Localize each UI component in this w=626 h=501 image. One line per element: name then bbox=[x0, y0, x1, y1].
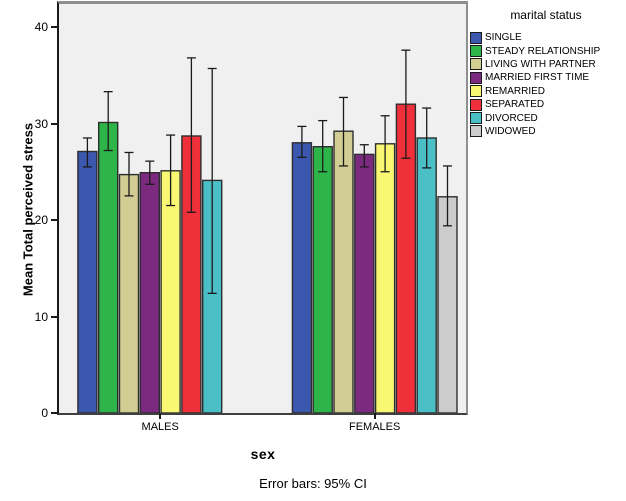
legend-swatch-widowed bbox=[470, 125, 482, 138]
error-bar-caption: Error bars: 95% CI bbox=[259, 476, 367, 491]
plot-area bbox=[57, 1, 468, 415]
legend-swatch-married-first-time bbox=[470, 71, 482, 84]
error-bar-males-living-with-partner bbox=[124, 151, 134, 197]
legend-item-married-first-time: MARRIED FIRST TIME bbox=[470, 71, 622, 84]
bar-males-living-with-partner bbox=[118, 173, 140, 413]
category-label-females: FEMALES bbox=[349, 421, 401, 433]
bar-males-steady-relationship bbox=[98, 121, 119, 413]
legend-item-widowed: WIDOWED bbox=[470, 125, 622, 138]
legend-label: WIDOWED bbox=[485, 125, 536, 137]
bar-females-living-with-partner bbox=[333, 130, 354, 413]
error-bar-females-widowed bbox=[443, 165, 452, 227]
error-bar-females-single bbox=[297, 125, 307, 158]
legend-label: DIVORCED bbox=[485, 112, 538, 124]
legend-item-divorced: DIVORCED bbox=[470, 111, 622, 125]
legend-title: marital status bbox=[510, 8, 582, 22]
error-bar-males-separated bbox=[186, 57, 196, 213]
y-tick-label: 0 bbox=[41, 406, 48, 420]
error-bar-males-steady-relationship bbox=[103, 91, 113, 152]
error-bar-females-separated bbox=[401, 49, 411, 159]
legend-swatch-remarried bbox=[470, 85, 482, 98]
y-tick-label: 40 bbox=[34, 20, 48, 34]
legend-label: LIVING WITH PARTNER bbox=[485, 58, 596, 70]
legend-label: STEADY RELATIONSHIP bbox=[485, 45, 601, 57]
error-bar-females-steady-relationship bbox=[318, 119, 328, 173]
legend: marital status SINGLE STEADY RELATIONSHIP… bbox=[470, 8, 622, 138]
x-tick-mark bbox=[159, 413, 162, 419]
bar-females-married-first-time bbox=[354, 153, 375, 413]
legend-item-separated: SEPARATED bbox=[470, 98, 622, 111]
legend-item-living-with-partner: LIVING WITH PARTNER bbox=[470, 58, 622, 71]
error-bar-females-remarried bbox=[380, 115, 390, 173]
category-label-males: MALES bbox=[141, 421, 179, 433]
error-bar-females-married-first-time bbox=[359, 144, 369, 168]
bar-males-married-first-time bbox=[139, 171, 161, 413]
y-tick-mark bbox=[51, 412, 57, 414]
y-tick-mark bbox=[51, 219, 57, 221]
legend-swatch-steady-relationship bbox=[470, 45, 482, 58]
y-tick-mark bbox=[51, 26, 57, 28]
y-tick-mark bbox=[51, 122, 57, 125]
error-bar-males-single bbox=[82, 137, 92, 168]
bar-females-single bbox=[291, 142, 313, 413]
y-tick-label: 10 bbox=[34, 309, 48, 324]
x-tick-mark bbox=[373, 413, 376, 419]
x-axis-title: sex bbox=[250, 446, 276, 462]
bar-females-divorced bbox=[416, 137, 437, 413]
y-tick-label: 30 bbox=[34, 116, 48, 131]
legend-item-single: SINGLE bbox=[470, 31, 622, 44]
bar-males-remarried bbox=[160, 170, 181, 413]
y-tick-mark bbox=[51, 315, 57, 318]
legend-swatch-single bbox=[470, 31, 482, 44]
bar-females-widowed bbox=[437, 196, 458, 413]
bar-males-single bbox=[77, 150, 98, 413]
error-bar-males-married-first-time bbox=[145, 160, 155, 185]
error-bar-males-divorced bbox=[207, 67, 217, 294]
y-axis-title: Mean Total perceived stress bbox=[20, 122, 36, 297]
bar-females-steady-relationship bbox=[312, 145, 333, 413]
legend-item-remarried: REMARRIED bbox=[470, 85, 622, 98]
legend-swatch-separated bbox=[470, 98, 482, 111]
legend-label: SEPARATED bbox=[485, 99, 545, 111]
y-tick-label: 20 bbox=[34, 213, 48, 227]
bars-canvas bbox=[59, 4, 466, 413]
legend-swatch-living-with-partner bbox=[470, 58, 482, 71]
error-bar-males-remarried bbox=[166, 134, 176, 207]
legend-items: SINGLE STEADY RELATIONSHIP LIVING WITH PAR… bbox=[470, 31, 622, 138]
bar-females-remarried bbox=[374, 143, 396, 413]
legend-label: SINGLE bbox=[485, 32, 522, 44]
legend-swatch-divorced bbox=[470, 112, 482, 125]
error-bar-females-divorced bbox=[422, 107, 432, 169]
error-bar-females-living-with-partner bbox=[339, 96, 348, 167]
legend-label: MARRIED FIRST TIME bbox=[485, 72, 590, 84]
legend-item-steady-relationship: STEADY RELATIONSHIP bbox=[470, 44, 622, 58]
legend-label: REMARRIED bbox=[485, 85, 546, 97]
